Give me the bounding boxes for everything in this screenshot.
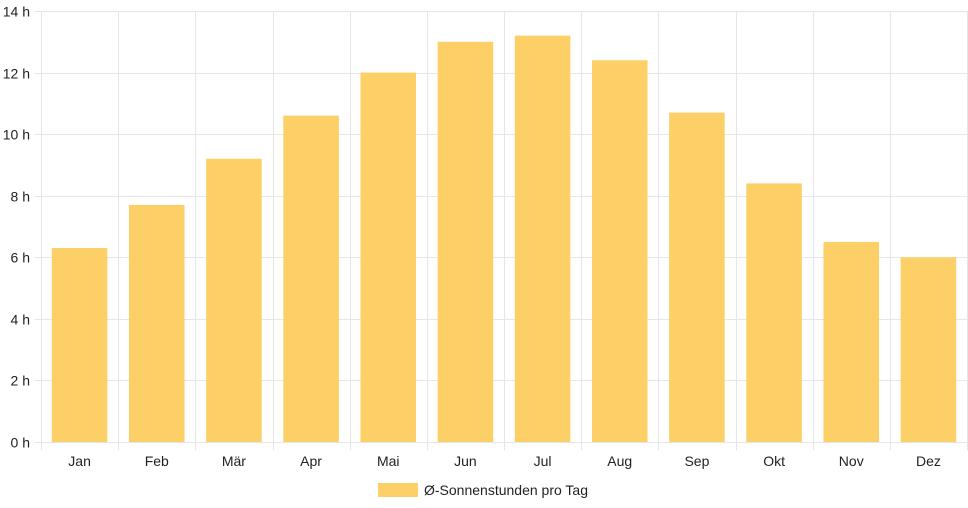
legend-label[interactable]: Ø-Sonnenstunden pro Tag: [424, 482, 588, 498]
x-tick-label: Jan: [68, 453, 91, 469]
grid: [35, 11, 968, 450]
x-tick-label: Apr: [300, 453, 322, 469]
y-tick-label: 6 h: [11, 250, 30, 266]
x-tick-label: Mär: [222, 453, 246, 469]
x-axis: Jan Feb Mär Apr Mai Jun Jul Aug Sep Okt Nov Dez: [68, 453, 941, 469]
y-tick-label: 4 h: [11, 312, 30, 328]
bar[interactable]: [437, 41, 494, 443]
y-tick-label: 8 h: [11, 189, 30, 205]
bars: [51, 35, 957, 443]
y-tick-label: 10 h: [3, 127, 30, 143]
y-tick-label: 2 h: [11, 373, 30, 389]
x-tick-label: Aug: [607, 453, 632, 469]
y-tick-label: 14 h: [3, 4, 30, 20]
bar[interactable]: [128, 204, 185, 442]
y-tick-label: 12 h: [3, 66, 30, 82]
bar[interactable]: [206, 158, 262, 442]
bar[interactable]: [823, 241, 880, 442]
x-tick-label: Mai: [377, 453, 400, 469]
y-axis: 0 h 2 h 4 h 6 h 8 h 10 h 12 h 14 h: [3, 4, 30, 451]
y-tick-label: 0 h: [11, 435, 30, 451]
bar[interactable]: [591, 60, 648, 442]
bar[interactable]: [283, 115, 339, 443]
bar[interactable]: [746, 183, 802, 442]
bar[interactable]: [514, 35, 571, 442]
bar[interactable]: [360, 72, 417, 443]
x-tick-label: Nov: [839, 453, 864, 469]
x-tick-label: Okt: [763, 453, 785, 469]
x-tick-label: Feb: [145, 453, 169, 469]
x-tick-label: Sep: [684, 453, 709, 469]
bar[interactable]: [51, 248, 108, 442]
x-tick-label: Jul: [534, 453, 552, 469]
bar[interactable]: [669, 112, 725, 442]
x-tick-label: Dez: [916, 453, 941, 469]
legend-swatch[interactable]: [378, 483, 418, 497]
legend[interactable]: Ø-Sonnenstunden pro Tag: [378, 482, 588, 498]
bar[interactable]: [900, 257, 957, 442]
x-tick-label: Jun: [454, 453, 477, 469]
